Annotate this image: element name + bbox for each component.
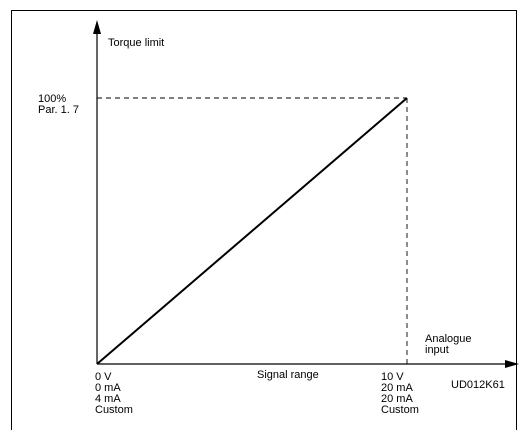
x-axis-label-2: input — [425, 344, 449, 356]
x-end-label-4: Custom — [381, 404, 419, 416]
x-start-label-2: 0 mA — [95, 382, 121, 394]
diagram-frame — [11, 10, 517, 430]
x-end-label-1: 10 V — [381, 371, 404, 383]
y-top-label-1: 100% — [38, 93, 67, 105]
x-start-label-3: 4 mA — [95, 393, 121, 405]
x-start-label-1: 0 V — [95, 371, 112, 383]
x-start-label-4: Custom — [95, 404, 133, 416]
x-end-label-2: 20 mA — [381, 382, 413, 394]
y-axis-arrow — [93, 20, 101, 34]
y-top-label-2: Par. 1. 7 — [38, 104, 79, 116]
x-end-label-3: 20 mA — [381, 393, 413, 405]
x-axis-label-1: Analogue — [425, 333, 472, 345]
torque-limit-line — [96, 97, 408, 365]
figure-code: UD012K61 — [451, 379, 505, 391]
x-axis-arrow — [505, 360, 519, 368]
y-axis-label: Torque limit — [108, 37, 165, 49]
signal-range-label: Signal range — [257, 369, 319, 381]
